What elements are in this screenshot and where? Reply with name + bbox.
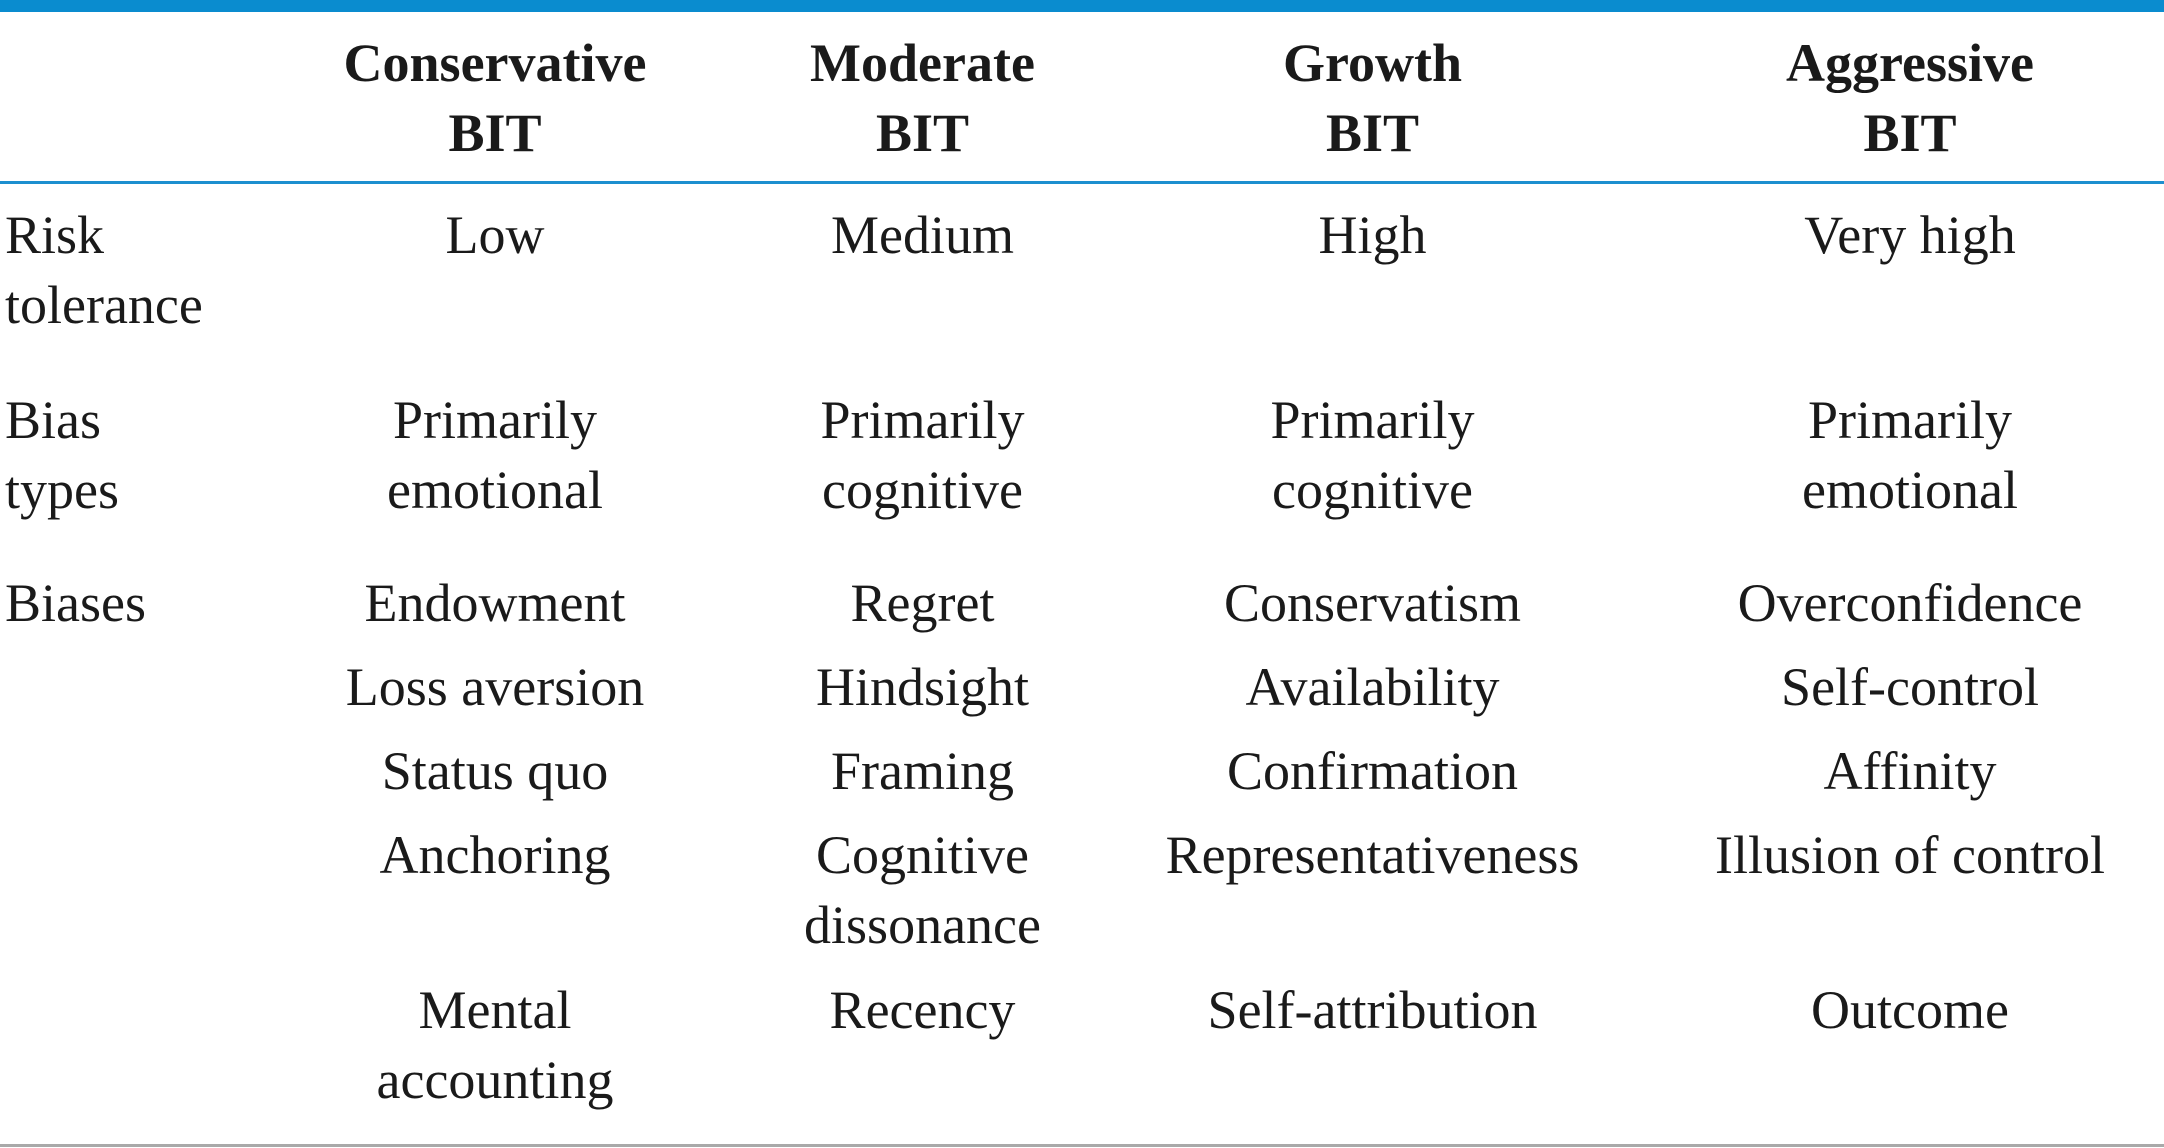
bias-type-aggressive: Primarily emotional: [1665, 385, 2155, 525]
header-conservative-line2: BIT: [300, 98, 690, 168]
bias-growth-1: Conservatism: [1130, 568, 1615, 638]
bias-growth-3: Confirmation: [1130, 736, 1615, 806]
header-growth-line1: Growth: [1130, 28, 1615, 98]
bias-moderate-1: Regret: [735, 568, 1110, 638]
bias-aggressive-3: Affinity: [1665, 736, 2155, 806]
bias-conservative-3: Status quo: [300, 736, 690, 806]
bias-conservative-5: Mental: [300, 975, 690, 1045]
bias-conservative-2: Loss aversion: [300, 652, 690, 722]
bias-type-conservative-line1: Primarily: [300, 385, 690, 455]
bias-type-moderate: Primarily cognitive: [735, 385, 1110, 525]
header-conservative-bit: Conservative BIT: [300, 28, 690, 168]
header-rule: [0, 181, 2164, 184]
bias-moderate-3: Framing: [735, 736, 1110, 806]
bias-type-conservative: Primarily emotional: [300, 385, 690, 525]
bias-aggressive-1: Overconfidence: [1665, 568, 2155, 638]
risk-growth: High: [1130, 200, 1615, 270]
header-aggressive-line2: BIT: [1665, 98, 2155, 168]
header-growth-line2: BIT: [1130, 98, 1615, 168]
bottom-rule: [0, 1144, 2164, 1147]
bias-type-moderate-line1: Primarily: [735, 385, 1110, 455]
bias-growth-5: Self-attribution: [1130, 975, 1615, 1045]
header-moderate-line2: BIT: [735, 98, 1110, 168]
bias-conservative-4: Anchoring: [300, 820, 690, 890]
bias-type-conservative-line2: emotional: [300, 455, 690, 525]
header-moderate-bit: Moderate BIT: [735, 28, 1110, 168]
bias-type-growth-line1: Primarily: [1130, 385, 1615, 455]
bias-type-growth-line2: cognitive: [1130, 455, 1615, 525]
risk-conservative: Low: [300, 200, 690, 270]
bias-type-aggressive-line1: Primarily: [1665, 385, 2155, 455]
row-label-risk-tolerance: Risk tolerance: [5, 200, 295, 340]
header-aggressive-bit: Aggressive BIT: [1665, 28, 2155, 168]
risk-aggressive: Very high: [1665, 200, 2155, 270]
risk-moderate: Medium: [735, 200, 1110, 270]
bias-moderate-2: Hindsight: [735, 652, 1110, 722]
bias-moderate-5: Recency: [735, 975, 1110, 1045]
bias-type-moderate-line2: cognitive: [735, 455, 1110, 525]
bias-moderate-4-cont: dissonance: [735, 890, 1110, 960]
bias-conservative-1: Endowment: [300, 568, 690, 638]
bias-aggressive-5: Outcome: [1665, 975, 2155, 1045]
bias-growth-2: Availability: [1130, 652, 1615, 722]
top-accent-rule: [0, 0, 2164, 12]
risk-label-line1: Risk: [5, 200, 295, 270]
bias-conservative-5-cont: accounting: [300, 1045, 690, 1115]
row-label-bias-types: Bias types: [5, 385, 295, 525]
bias-type-growth: Primarily cognitive: [1130, 385, 1615, 525]
bias-aggressive-4: Illusion of control: [1665, 820, 2155, 890]
bias-moderate-4: Cognitive: [735, 820, 1110, 890]
bias-types-label-line2: types: [5, 455, 295, 525]
header-aggressive-line1: Aggressive: [1665, 28, 2155, 98]
risk-label-line2: tolerance: [5, 270, 295, 340]
bias-types-label-line1: Bias: [5, 385, 295, 455]
bias-aggressive-2: Self-control: [1665, 652, 2155, 722]
bias-type-aggressive-line2: emotional: [1665, 455, 2155, 525]
header-growth-bit: Growth BIT: [1130, 28, 1615, 168]
bias-growth-4: Representativeness: [1130, 820, 1615, 890]
row-label-biases: Biases: [5, 568, 295, 638]
header-moderate-line1: Moderate: [735, 28, 1110, 98]
header-conservative-line1: Conservative: [300, 28, 690, 98]
